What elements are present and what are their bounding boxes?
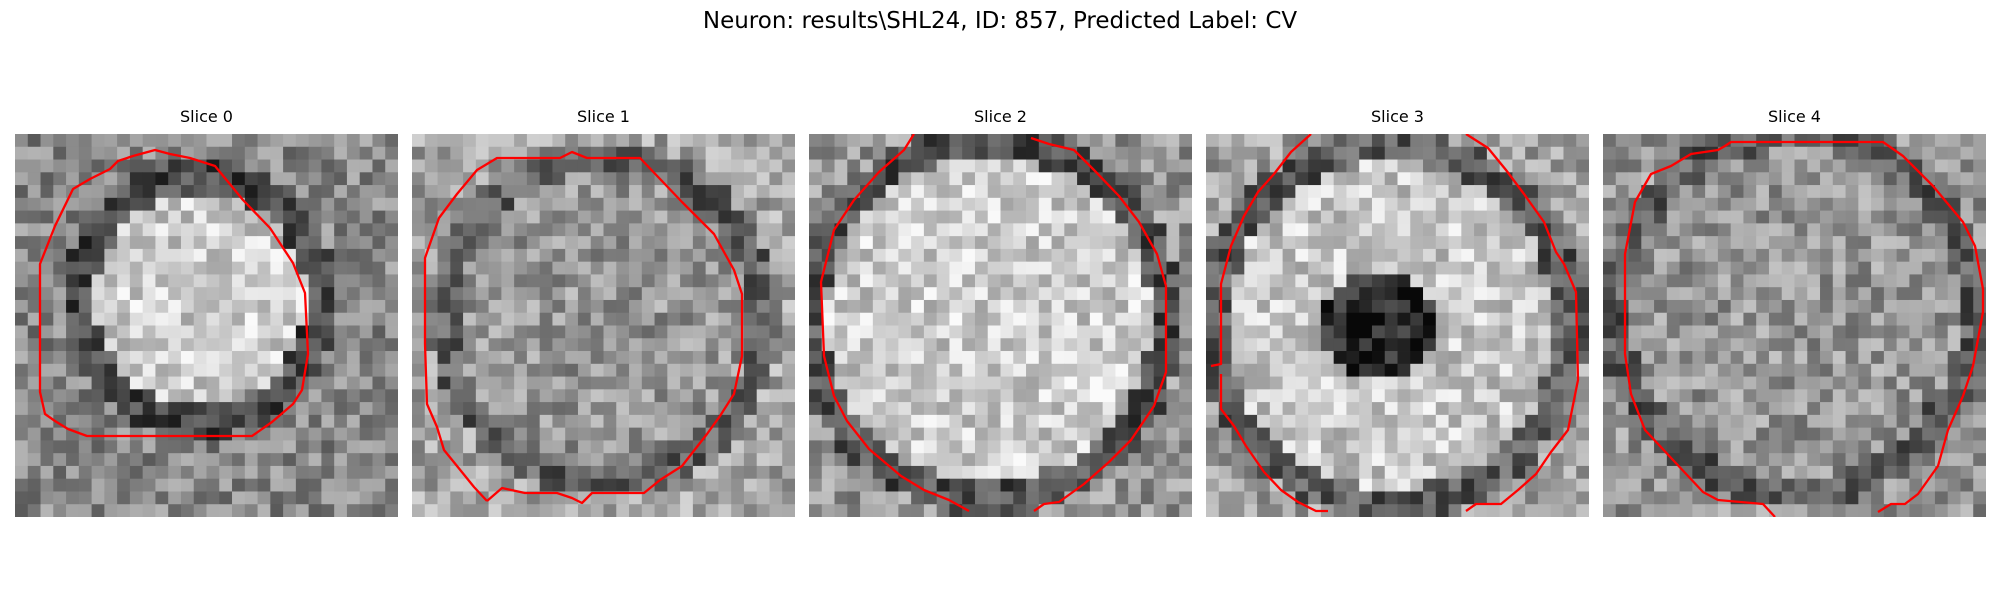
slice-title-4: Slice 4 — [1768, 107, 1821, 126]
slice-panel-0: Slice 0 — [15, 107, 398, 517]
segmentation-contour-3c — [1465, 134, 1580, 512]
slice-image-0 — [15, 134, 398, 517]
slice-title-3: Slice 3 — [1371, 107, 1424, 126]
slice-image-2 — [809, 134, 1192, 517]
segmentation-contour-1 — [423, 150, 744, 505]
slice-panel-3: Slice 3 — [1206, 107, 1589, 517]
segmentation-contour-4 — [1623, 140, 1985, 517]
figure-title: Neuron: results\SHL24, ID: 857, Predicte… — [702, 8, 1298, 34]
slice-title-1: Slice 1 — [577, 107, 630, 126]
slice-image-4 — [1603, 134, 1986, 517]
slice-image-3 — [1206, 134, 1589, 517]
slice-panel-2: Slice 2 — [809, 107, 1192, 517]
slice-pixels-3 — [1206, 134, 1589, 517]
segmentation-contour-2 — [819, 134, 970, 513]
slice-title-0: Slice 0 — [180, 107, 233, 126]
slice-title-2: Slice 2 — [974, 107, 1027, 126]
slice-pixels-4 — [1603, 134, 1986, 517]
slice-panel-1: Slice 1 — [412, 107, 795, 517]
slice-pixels-1 — [412, 134, 795, 517]
segmentation-contour-3b — [1219, 374, 1328, 513]
segmentation-contour-3 — [1210, 134, 1312, 368]
segmentation-contour-0 — [38, 148, 310, 438]
slice-panel-4: Slice 4 — [1603, 107, 1986, 517]
slice-pixels-2 — [809, 134, 1192, 517]
slice-image-1 — [412, 134, 795, 517]
segmentation-contour-2b — [1030, 136, 1168, 512]
slice-pixels-0 — [15, 134, 398, 517]
